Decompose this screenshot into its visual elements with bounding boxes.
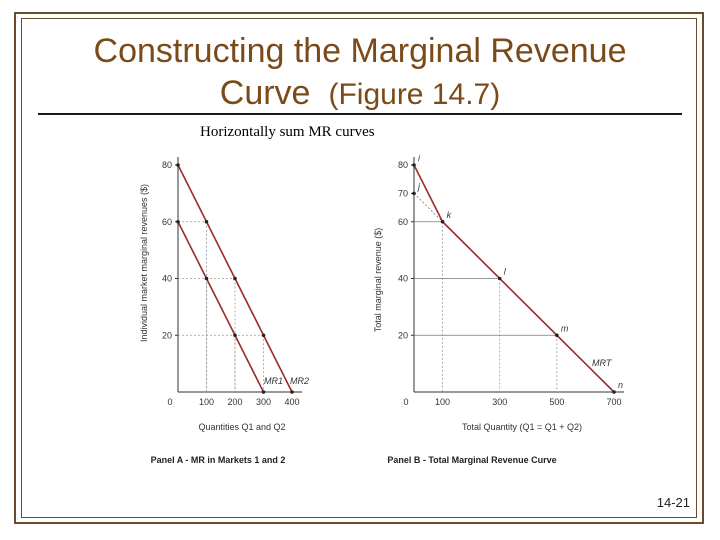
- panel-a-series-label-mr1: MR1: [264, 376, 283, 386]
- panel-b-point-j: [412, 191, 416, 196]
- panel-b-dotted-jk: [413, 193, 443, 223]
- panel-b-y-tick-label: 40: [398, 274, 408, 284]
- panel-b-point-label-i: i: [418, 153, 421, 163]
- panel-a-x-tick-label: 200: [227, 397, 242, 407]
- panel-a-point: [204, 276, 209, 281]
- panel-a-x-tick-label: 400: [284, 397, 299, 407]
- panel-a-y-tick-label: 40: [162, 274, 172, 284]
- panel-b-y-tick-label: 60: [398, 217, 408, 227]
- panel-b-point-k: [440, 219, 445, 224]
- panel-b-x-tick-label: 300: [492, 397, 507, 407]
- slide-title-line2: Curve (Figure 14.7): [40, 76, 680, 110]
- panel-a-series-label-mr2: MR2: [290, 376, 309, 386]
- title-rule: [38, 113, 682, 115]
- panel-a-point: [261, 333, 266, 338]
- slide-inner-frame: [21, 18, 697, 518]
- panel-b-x-tick-label: 100: [435, 397, 450, 407]
- panel-b-x-tick-label: 700: [606, 397, 621, 407]
- panel-b-ylabel: Total marginal revenue ($): [373, 228, 383, 333]
- panel-b-point-n: [612, 390, 616, 394]
- panel-a-x-tick-label: 300: [256, 397, 271, 407]
- slide-title-line1: Constructing the Marginal Revenue: [93, 32, 627, 70]
- panel-b-title: Panel B - Total Marginal Revenue Curve: [387, 455, 556, 465]
- panel-b-y-tick-label: 80: [398, 160, 408, 170]
- panel-b-point-label-l: l: [504, 267, 507, 277]
- panel-a-xlabel: Quantities Q1 and Q2: [198, 422, 285, 432]
- panel-a-point: [204, 219, 209, 224]
- panel-b-x-tick-label: 500: [549, 397, 564, 407]
- panel-a-intercept-point: [176, 219, 180, 224]
- panel-a-intercept-point: [176, 163, 180, 167]
- panel-a-title: Panel A - MR in Markets 1 and 2: [151, 455, 286, 465]
- panel-a-y-tick-label: 80: [162, 160, 172, 170]
- title-figure: (Figure 14.7): [328, 78, 501, 111]
- slide-subtitle: Horizontally sum MR curves: [200, 124, 375, 140]
- panel-b-x-tick-label: 0: [403, 397, 408, 407]
- panel-a-point: [233, 333, 237, 338]
- panel-b-point-m: [555, 333, 559, 338]
- title-curve: Curve: [219, 74, 311, 112]
- panel-b-series-label-mrt: MRT: [592, 358, 613, 368]
- panel-a-x-tick-label: 100: [199, 397, 214, 407]
- panel-b-xlabel: Total Quantity (Q1 = Q1 + Q2): [462, 422, 582, 432]
- panel-a-chart: Individual market marginal revenues ($) …: [139, 157, 309, 465]
- panel-b-y-tick-label: 70: [398, 188, 408, 198]
- panel-b-point-label-m: m: [561, 323, 569, 333]
- panel-a-y-tick-label: 60: [162, 217, 172, 227]
- panel-b-point-label-n: n: [618, 380, 623, 390]
- panel-a-ylabel: Individual market marginal revenues ($): [139, 184, 149, 342]
- panel-a-intercept-point: [290, 390, 294, 394]
- slide-outer-frame: [14, 12, 704, 524]
- panel-b-point-l: [497, 276, 502, 281]
- panel-a-point: [233, 276, 237, 281]
- panel-b-point-i: [412, 163, 416, 167]
- panel-b-point-label-k: k: [447, 210, 452, 220]
- panel-b-y-tick-label: 20: [398, 330, 408, 340]
- panel-b-point-label-j: j: [417, 181, 421, 191]
- slide-number: 14-21: [656, 495, 690, 510]
- panel-b-chart: Total marginal revenue ($) Total Quantit…: [373, 153, 624, 465]
- panel-a-x-tick-label: 0: [167, 397, 172, 407]
- panel-a-series-mr1: [177, 221, 265, 393]
- panel-a-y-tick-label: 20: [162, 330, 172, 340]
- panel-a-intercept-point: [261, 390, 266, 394]
